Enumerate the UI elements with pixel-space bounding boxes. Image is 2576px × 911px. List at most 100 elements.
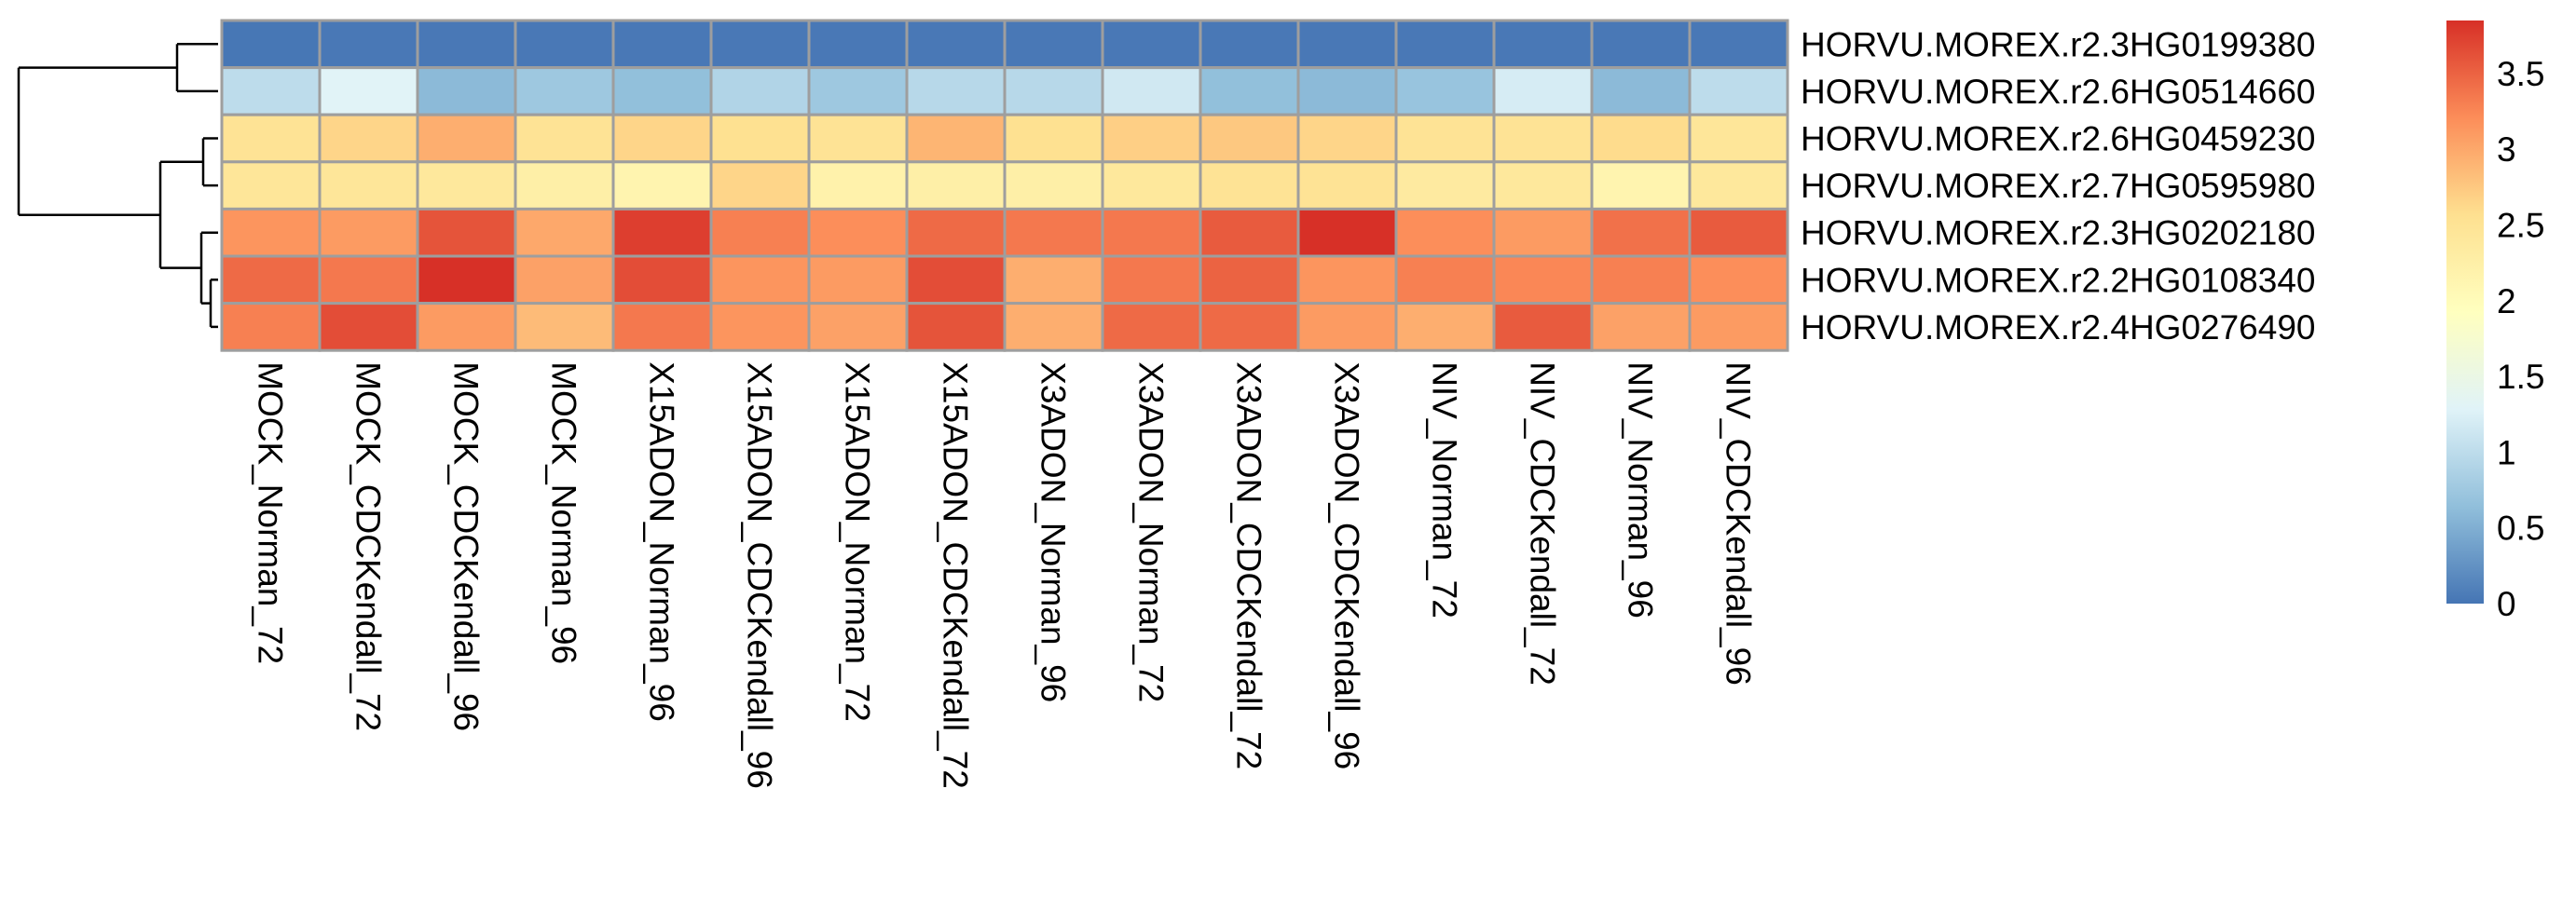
heatmap-cell (1296, 302, 1398, 352)
heatmap-cell (1688, 254, 1789, 306)
color-legend-tick-label: 2.5 (2497, 207, 2544, 245)
heatmap-cell (514, 207, 615, 258)
heatmap-cell (1492, 254, 1594, 306)
heatmap-cell (1003, 160, 1104, 211)
heatmap-cell (1394, 254, 1496, 306)
heatmap-cell (1688, 113, 1789, 164)
heatmap-cell (611, 254, 713, 306)
heatmap-cell (807, 254, 909, 306)
heatmap-cell (709, 254, 811, 306)
heatmap-cell (611, 302, 713, 352)
heatmap-cell (514, 160, 615, 211)
heatmap-cell (514, 66, 615, 116)
heatmap-cell (905, 207, 1007, 258)
heatmap-cell (416, 113, 517, 164)
heatmap-cell (709, 66, 811, 116)
heatmap-cell (611, 19, 713, 70)
color-legend-ticks: 0 0.5 1 1.5 2 2.5 3 3.5 (2497, 55, 2544, 623)
heatmap-cell (807, 207, 909, 258)
color-legend-bar (2446, 20, 2484, 604)
heatmap-cell (1394, 66, 1496, 116)
heatmap-cell (1003, 66, 1104, 116)
heatmap-cell (1590, 66, 1692, 116)
column-label: X15ADON_CDCKendall_96 (741, 361, 779, 789)
color-legend-tick-label: 0 (2497, 585, 2516, 623)
heatmap-cell (1296, 254, 1398, 306)
color-legend-tick-label: 0.5 (2497, 510, 2544, 548)
heatmap-cell (1590, 19, 1692, 70)
heatmap-cell (1003, 19, 1104, 70)
column-label: NIV_Norman_96 (1622, 361, 1660, 619)
column-label: X15ADON_Norman_72 (839, 361, 877, 722)
heatmap-cell (1101, 113, 1202, 164)
heatmap-cell (611, 160, 713, 211)
heatmap-cell (416, 207, 517, 258)
column-label: X3ADON_Norman_96 (1035, 361, 1073, 702)
heatmap-cell (416, 160, 517, 211)
heatmap-cell (318, 207, 419, 258)
heatmap-cell (1296, 207, 1398, 258)
row-labels: HORVU.MOREX.r2.3HG0199380 HORVU.MOREX.r2.… (1801, 25, 2316, 347)
column-label: MOCK_CDCKendall_72 (349, 361, 388, 731)
heatmap-cell (905, 254, 1007, 306)
column-label: MOCK_Norman_72 (252, 361, 290, 664)
column-label: X15ADON_Norman_96 (643, 361, 681, 722)
row-label: HORVU.MOREX.r2.3HG0199380 (1801, 25, 2316, 63)
heatmap-cell (611, 66, 713, 116)
heatmap-cell (1394, 113, 1496, 164)
heatmap-cell (514, 254, 615, 306)
row-label: HORVU.MOREX.r2.6HG0459230 (1801, 120, 2316, 158)
heatmap-cell (220, 19, 322, 70)
heatmap-cell (416, 254, 517, 306)
heatmap-cell (905, 66, 1007, 116)
heatmap-cell (1688, 207, 1789, 258)
heatmap-cell (1101, 207, 1202, 258)
heatmap-cell (1101, 302, 1202, 352)
heatmap-cell (1101, 19, 1202, 70)
heatmap-cell (1003, 113, 1104, 164)
heatmap-cell (1296, 66, 1398, 116)
heatmap-cell (220, 160, 322, 211)
heatmap-cell (1492, 66, 1594, 116)
heatmap-cell (807, 19, 909, 70)
column-label: NIV_Norman_72 (1426, 361, 1464, 619)
column-label: X3ADON_Norman_72 (1132, 361, 1171, 702)
heatmap-cell (709, 160, 811, 211)
heatmap-cell (1590, 254, 1692, 306)
heatmap-cell (318, 302, 419, 352)
row-label: HORVU.MOREX.r2.3HG0202180 (1801, 214, 2316, 252)
heatmap-cell (514, 113, 615, 164)
heatmap-cell (1492, 113, 1594, 164)
heatmap-cell (1199, 160, 1300, 211)
heatmap-cell (220, 113, 322, 164)
heatmap-cell (807, 302, 909, 352)
heatmap-cell (709, 302, 811, 352)
heatmap-cell (1199, 113, 1300, 164)
heatmap-cell (1590, 113, 1692, 164)
column-label: NIV_CDCKendall_72 (1524, 361, 1562, 686)
heatmap-cell (1492, 302, 1594, 352)
column-label: MOCK_CDCKendall_96 (447, 361, 486, 731)
heatmap-cell (905, 160, 1007, 211)
heatmap-cell (1199, 207, 1300, 258)
color-legend-tick-label: 3.5 (2497, 55, 2544, 93)
color-legend-tick-label: 3 (2497, 130, 2516, 169)
heatmap-cell (514, 19, 615, 70)
heatmap-cell (905, 302, 1007, 352)
heatmap-cell (1003, 207, 1104, 258)
heatmap-cell (807, 160, 909, 211)
heatmap-cells (220, 19, 1789, 352)
heatmap-cell (611, 207, 713, 258)
color-legend: 0 0.5 1 1.5 2 2.5 3 3.5 (2446, 20, 2544, 623)
heatmap-cell (1003, 254, 1104, 306)
heatmap-cell (611, 113, 713, 164)
row-label: HORVU.MOREX.r2.4HG0276490 (1801, 308, 2316, 347)
heatmap-cell (1492, 19, 1594, 70)
heatmap-cell (1394, 207, 1496, 258)
heatmap-cell (1590, 160, 1692, 211)
heatmap-cell (709, 207, 811, 258)
heatmap-cell (1199, 254, 1300, 306)
heatmap-cell (416, 66, 517, 116)
heatmap-cell (1590, 302, 1692, 352)
